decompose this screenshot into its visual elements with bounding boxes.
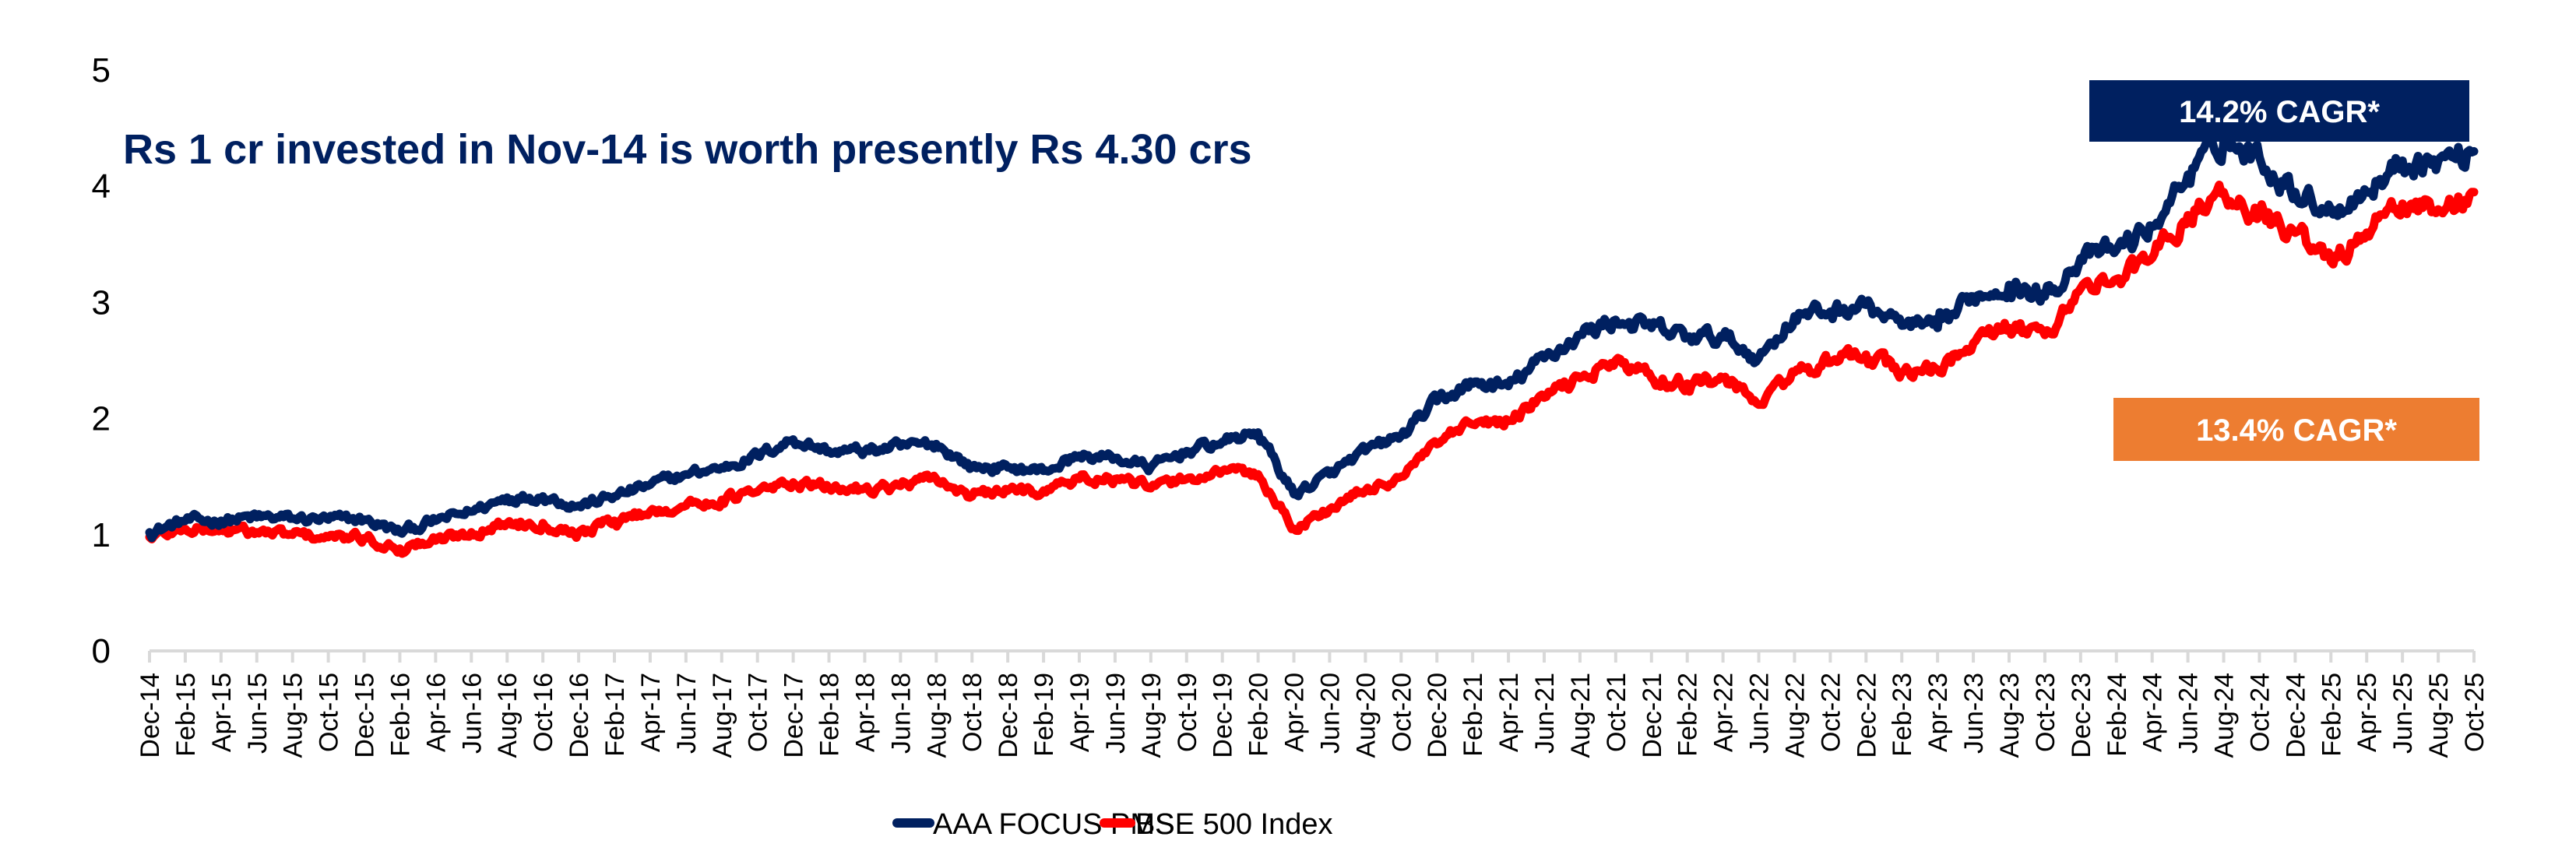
x-tick-label: Dec-22 (1852, 673, 1881, 758)
x-tick-label: Feb-23 (1888, 673, 1917, 757)
x-tick-label: Oct-17 (744, 673, 773, 752)
x-tick-label: Jun-19 (1101, 673, 1131, 754)
x-tick-label: Jun-22 (1745, 673, 1775, 754)
y-tick-label: 3 (92, 283, 111, 322)
x-tick-label: Feb-22 (1673, 673, 1703, 757)
cagr-badge-pms-bg (2089, 80, 2469, 142)
x-tick-label: Dec-20 (1423, 673, 1452, 758)
y-axis: 0 1 2 3 4 5 (92, 51, 111, 670)
x-tick-label: Dec-16 (565, 673, 594, 758)
x-tick-label: Oct-21 (1602, 673, 1631, 752)
x-tick-label: Jun-17 (672, 673, 702, 754)
x-tick-label: Aug-20 (1351, 673, 1381, 758)
cagr-badge-index-label: 13.4% CAGR* (2196, 413, 2397, 448)
cagr-badge-pms-label: 14.2% CAGR* (2179, 95, 2380, 129)
x-tick-label: Oct-25 (2460, 673, 2490, 752)
y-tick-label: 1 (92, 516, 111, 554)
x-tick-label: Jun-20 (1315, 673, 1345, 754)
y-tick-label: 4 (92, 167, 111, 206)
series-line-index (145, 181, 2479, 558)
x-tick-label: Apr-25 (2353, 673, 2382, 752)
cagr-badge-index-bg (2113, 398, 2479, 461)
x-tick-label: Aug-16 (493, 673, 523, 758)
x-tick-label: Apr-17 (636, 673, 666, 752)
x-tick-label: Aug-18 (922, 673, 952, 758)
x-tick-label: Oct-18 (958, 673, 987, 752)
y-tick-label: 5 (92, 51, 111, 90)
legend-item-index[interactable]: BSE 500 Index (1100, 808, 1333, 841)
x-tick-label: Jun-23 (1959, 673, 1989, 754)
x-tick-label: Apr-20 (1280, 673, 1310, 752)
x-tick-label: Dec-23 (2067, 673, 2096, 758)
x-tick-label: Oct-22 (1816, 673, 1846, 752)
x-tick-label: Apr-23 (1923, 673, 1953, 752)
x-tick-label: Apr-15 (207, 673, 237, 752)
x-tick-label: Aug-24 (2210, 673, 2240, 758)
x-tick-label: Aug-15 (279, 673, 308, 758)
x-tick-label: Aug-22 (1780, 673, 1810, 758)
x-tick-label: Apr-18 (850, 673, 880, 752)
x-tick-label: Aug-19 (1137, 673, 1167, 758)
x-tick-label: Dec-14 (135, 673, 165, 758)
x-tick-label: Apr-21 (1494, 673, 1524, 752)
x-tick-label: Oct-20 (1387, 673, 1416, 752)
x-tick-label: Feb-21 (1459, 673, 1488, 757)
x-tick-label: Feb-18 (815, 673, 845, 757)
x-tick-label: Oct-19 (1173, 673, 1202, 752)
x-tick-label: Apr-16 (421, 673, 451, 752)
x-tick-label: Aug-25 (2424, 673, 2454, 758)
x-tick-label: Apr-19 (1065, 673, 1095, 752)
x-tick-label: Dec-18 (994, 673, 1023, 758)
x-tick-label: Jun-24 (2174, 673, 2204, 754)
legend-label-index: BSE 500 Index (1135, 808, 1333, 841)
x-tick-label: Oct-15 (315, 673, 344, 752)
x-tick-label: Oct-23 (2031, 673, 2060, 752)
x-tick-label: Feb-25 (2317, 673, 2346, 757)
x-tick-label: Apr-24 (2138, 673, 2168, 752)
chart-title: Rs 1 cr invested in Nov-14 is worth pres… (123, 126, 1252, 173)
x-tick-label: Apr-22 (1709, 673, 1739, 752)
cagr-badge-pms: 14.2% CAGR* (2089, 80, 2469, 142)
x-tick-label: Jun-15 (243, 673, 273, 754)
x-tick-label: Dec-21 (1638, 673, 1667, 758)
x-tick-label: Oct-16 (529, 673, 558, 752)
legend: AAA FOCUS PMS BSE 500 Index (892, 808, 1333, 841)
x-tick-label: Aug-21 (1566, 673, 1596, 758)
x-tick-label: Feb-20 (1244, 673, 1274, 757)
x-tick-label: Dec-17 (779, 673, 809, 758)
x-tick-label: Feb-19 (1029, 673, 1059, 757)
x-tick-label: Jun-25 (2388, 673, 2418, 754)
x-tick-label: Dec-15 (350, 673, 380, 758)
x-tick-label: Feb-17 (600, 673, 630, 757)
cagr-badge-index: 13.4% CAGR* (2113, 398, 2479, 461)
x-tick-label: Feb-24 (2103, 673, 2132, 757)
x-axis: Dec-14 Feb-15 Apr-15 Jun-15 Aug-15 Oct-15 Dec-… (135, 649, 2490, 758)
y-tick-label: 0 (92, 632, 111, 670)
x-tick-label: Dec-24 (2281, 673, 2310, 758)
series-layer (145, 131, 2479, 558)
series-line-pms (145, 131, 2479, 543)
x-tick-label: Oct-24 (2245, 673, 2275, 752)
x-tick-label: Feb-15 (171, 673, 201, 757)
x-tick-label: Feb-16 (385, 673, 415, 757)
x-tick-label: Jun-18 (886, 673, 916, 754)
y-tick-label: 2 (92, 400, 111, 438)
x-tick-label: Jun-21 (1530, 673, 1560, 754)
x-tick-label: Dec-19 (1209, 673, 1238, 758)
x-tick-label: Aug-23 (1995, 673, 2025, 758)
x-tick-label: Jun-16 (457, 673, 487, 754)
x-tick-label: Aug-17 (708, 673, 737, 758)
